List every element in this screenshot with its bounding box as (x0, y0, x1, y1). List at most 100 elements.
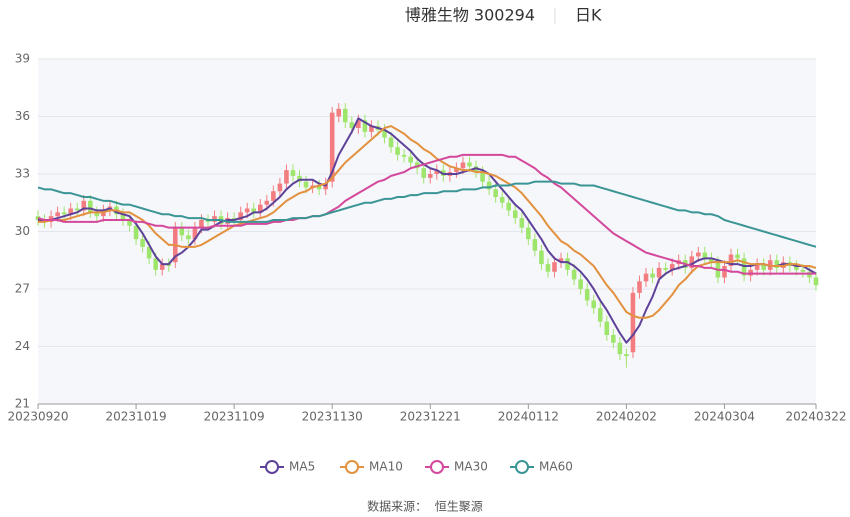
legend-item: MA10 (340, 460, 403, 474)
candle-body (264, 200, 270, 205)
candle-body (153, 258, 158, 270)
candle-body (179, 227, 185, 236)
candle-body (539, 250, 544, 265)
candle-body (643, 273, 649, 282)
candle-body (140, 239, 145, 247)
candle-body (199, 220, 204, 228)
candle-body (735, 254, 740, 259)
candle-body (284, 170, 289, 184)
candle-body (127, 220, 132, 226)
candle-body (761, 264, 766, 270)
candle-body (388, 137, 394, 148)
x-tick-label: 20230920 (7, 410, 68, 424)
candle-body (532, 239, 538, 251)
candle-body (506, 202, 512, 211)
candle-body (88, 200, 93, 213)
candle-body (362, 120, 368, 132)
y-tick-label: 39 (15, 52, 30, 66)
x-tick-label: 20231130 (302, 410, 363, 424)
chart-subtitle: 日K (575, 6, 602, 25)
y-tick-label: 24 (15, 339, 30, 353)
ma-line (37, 153, 816, 275)
ma-line (38, 125, 817, 319)
candle-body (480, 172, 485, 182)
candle-body (94, 212, 100, 217)
candle-body (401, 154, 407, 157)
candle-body (251, 208, 257, 213)
candle-body (558, 258, 564, 263)
candle-body (669, 264, 675, 270)
candle-body (349, 122, 355, 128)
candle-body (271, 191, 276, 201)
candle-body (356, 120, 361, 128)
candle-body (55, 212, 60, 217)
candle-body (421, 168, 427, 178)
candle-body (395, 147, 400, 155)
source-note: 数据来源： 恒生聚源 (367, 499, 483, 514)
candle-body (702, 252, 708, 259)
candle-body (186, 235, 191, 240)
candle-body (146, 246, 152, 259)
candle-body (342, 108, 348, 123)
y-tick-label: 30 (15, 224, 30, 238)
candle-body (454, 168, 459, 173)
candle-body (244, 208, 250, 213)
candle-body (369, 126, 374, 132)
x-tick-label: 20240322 (785, 410, 846, 424)
legend-label: MA10 (369, 460, 403, 474)
legend-label: MA5 (289, 460, 315, 474)
x-tick-label: 20240112 (498, 410, 559, 424)
y-tick-label: 27 (15, 282, 30, 296)
candle-body (192, 227, 198, 240)
y-tick-label: 33 (15, 167, 30, 181)
x-tick-label: 20240304 (694, 410, 755, 424)
y-tick-label: 36 (15, 109, 30, 123)
candle-body (238, 212, 243, 220)
candle-body (689, 256, 695, 268)
legend-marker (265, 460, 279, 474)
candle-body (316, 185, 322, 190)
candle-body (552, 262, 557, 272)
candle-body (813, 277, 819, 286)
candle-body (61, 212, 67, 215)
candle-body (460, 162, 466, 169)
candle-body (486, 181, 492, 190)
candle-body (68, 208, 73, 215)
ma-line (38, 117, 817, 344)
candle-body (427, 174, 433, 178)
legend-item: MA60 (510, 460, 573, 474)
candle-body (754, 264, 760, 270)
candle-body (290, 170, 296, 176)
candle-body (656, 267, 662, 278)
candle-body (159, 264, 165, 270)
candle-body (637, 281, 642, 293)
candle-body (571, 269, 577, 280)
candle-body (336, 108, 342, 117)
candle-body (597, 308, 603, 322)
candle-body (257, 204, 263, 213)
candle-body (774, 260, 780, 268)
candle-body (120, 214, 126, 220)
ma-line (37, 180, 817, 248)
candle-body (696, 252, 701, 257)
candle-body (584, 289, 590, 301)
candle-body (800, 269, 806, 272)
candle-body (545, 264, 551, 272)
legend-marker (345, 460, 359, 474)
candle-body (728, 254, 734, 266)
legend-item: MA30 (425, 460, 488, 474)
x-tick-label: 20240202 (596, 410, 657, 424)
candle-body (519, 218, 525, 228)
candle-body (709, 258, 714, 263)
legend-label: MA30 (454, 460, 488, 474)
candle-body (493, 189, 498, 197)
x-tick-label: 20231019 (106, 410, 167, 424)
legend-marker (430, 460, 444, 474)
candle-body (663, 267, 668, 270)
legend-marker (515, 460, 529, 474)
candle-body (578, 279, 583, 289)
x-tick-label: 20231221 (400, 410, 461, 424)
legend-label: MA60 (539, 460, 573, 474)
candle-body (591, 300, 597, 309)
